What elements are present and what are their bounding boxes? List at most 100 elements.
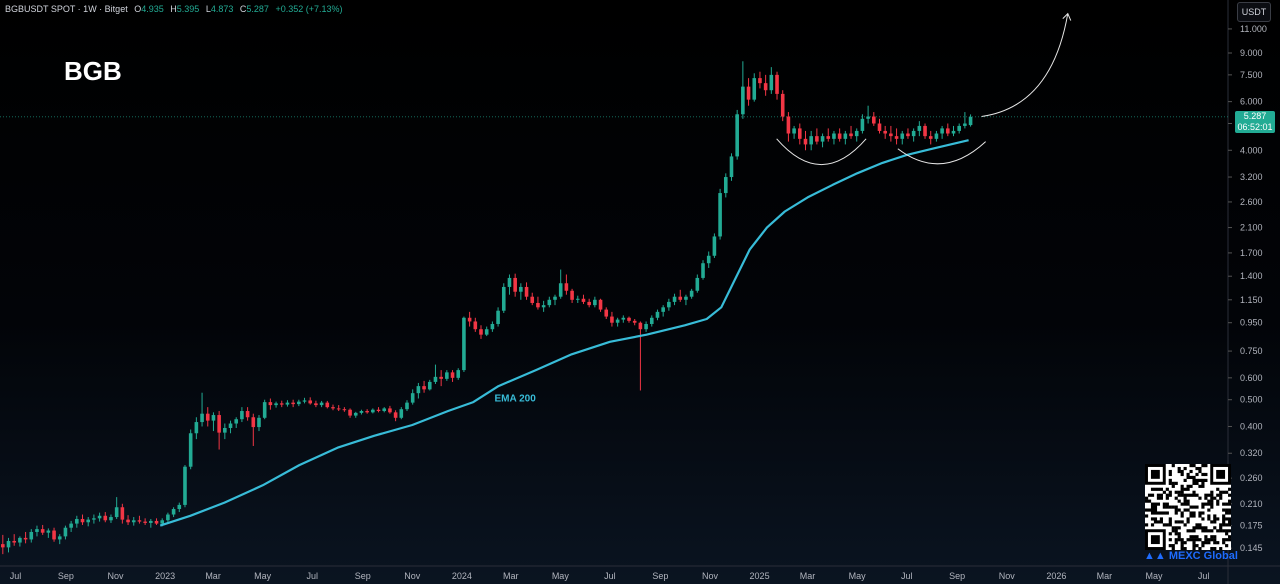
y-tick-label: 0.175 xyxy=(1240,521,1263,531)
ema-200-label: EMA 200 xyxy=(494,394,536,405)
x-tick-label: 2023 xyxy=(155,571,175,581)
candle-body xyxy=(832,133,836,139)
candle xyxy=(228,420,233,434)
candle-body xyxy=(655,311,660,318)
candle-body xyxy=(29,531,34,540)
candle xyxy=(558,269,563,299)
candle xyxy=(507,274,512,295)
candle xyxy=(513,273,517,297)
candle xyxy=(587,298,591,308)
candle-body xyxy=(678,296,683,300)
x-tick-label: Nov xyxy=(107,571,124,581)
candle-body xyxy=(456,370,461,378)
y-tick-label: 0.210 xyxy=(1240,499,1263,509)
candle xyxy=(114,497,119,519)
currency-button[interactable]: USDT xyxy=(1237,2,1271,22)
candle xyxy=(234,417,239,428)
candle xyxy=(780,90,785,122)
asset-title: BGB xyxy=(64,56,122,86)
candle-body xyxy=(553,296,557,300)
y-tick-label: 0.950 xyxy=(1240,318,1263,328)
candle xyxy=(695,274,700,293)
candle xyxy=(894,128,899,145)
candle xyxy=(923,123,927,139)
qr-code-icon xyxy=(1145,464,1231,550)
candle-body xyxy=(957,125,961,131)
candle xyxy=(12,534,16,546)
candle xyxy=(718,188,722,240)
candle xyxy=(667,298,671,311)
candle-body xyxy=(257,417,261,428)
candle-body xyxy=(701,263,705,278)
candle-body xyxy=(667,301,671,308)
candle xyxy=(331,404,335,411)
candle-body xyxy=(251,417,256,428)
candle-body xyxy=(177,504,182,510)
candle-body xyxy=(934,133,939,139)
candle xyxy=(200,392,204,427)
candle-body xyxy=(376,409,381,412)
candle-body xyxy=(18,537,22,543)
candle xyxy=(188,429,193,470)
y-tick-label: 9.000 xyxy=(1240,48,1263,58)
candle xyxy=(177,502,182,513)
candle xyxy=(701,260,705,280)
candle xyxy=(547,296,552,308)
candle-body xyxy=(342,409,347,411)
candle-body xyxy=(735,114,739,157)
x-tick-label: May xyxy=(552,571,570,581)
candle-body xyxy=(706,255,711,264)
candle xyxy=(40,524,45,535)
candle xyxy=(815,128,819,145)
candle-body xyxy=(940,128,944,134)
high-value: 5.395 xyxy=(176,4,200,14)
candle-body xyxy=(621,317,626,320)
candle xyxy=(467,311,472,327)
candle xyxy=(342,407,347,412)
candle xyxy=(752,73,757,102)
candle xyxy=(382,407,387,413)
candle-body xyxy=(285,402,290,405)
y-tick-label: 2.600 xyxy=(1240,197,1263,207)
candle xyxy=(450,370,455,382)
candle-body xyxy=(137,520,142,522)
candle xyxy=(684,294,688,306)
cup-right xyxy=(897,141,986,165)
candle xyxy=(240,407,244,423)
candle xyxy=(769,67,774,94)
candle-body xyxy=(581,298,586,302)
candle-body xyxy=(319,402,324,406)
x-tick-label: Jul xyxy=(10,571,22,581)
candle xyxy=(706,251,711,268)
candle-body xyxy=(131,520,136,523)
candle-body xyxy=(644,323,648,330)
candle-body xyxy=(809,136,813,145)
last-price: 5.287 xyxy=(1243,111,1267,121)
ohlc-legend: BGBUSDT SPOT · 1W · Bitget O4.935 H5.395… xyxy=(5,4,343,14)
candle-body xyxy=(860,118,865,131)
candle xyxy=(723,173,728,198)
candle xyxy=(479,325,483,339)
x-tick-label: Sep xyxy=(355,571,371,581)
candle-body xyxy=(803,138,808,145)
candle xyxy=(581,294,586,305)
candle-body xyxy=(883,130,887,134)
candle xyxy=(911,128,916,142)
candle-body xyxy=(524,286,529,297)
candle xyxy=(405,400,409,412)
candle-body xyxy=(484,329,489,335)
x-tick-label: Mar xyxy=(1097,571,1113,581)
candle-body xyxy=(109,517,113,521)
candle xyxy=(940,125,944,139)
candle-body xyxy=(166,514,170,521)
candle-body xyxy=(23,537,28,540)
candle xyxy=(445,370,449,381)
candle xyxy=(211,412,216,432)
candle-body xyxy=(445,372,449,379)
y-tick-label: 0.600 xyxy=(1240,373,1263,383)
candle xyxy=(649,315,654,327)
candle-body xyxy=(473,321,478,330)
candle-body xyxy=(114,507,119,518)
candle-body xyxy=(154,520,159,524)
